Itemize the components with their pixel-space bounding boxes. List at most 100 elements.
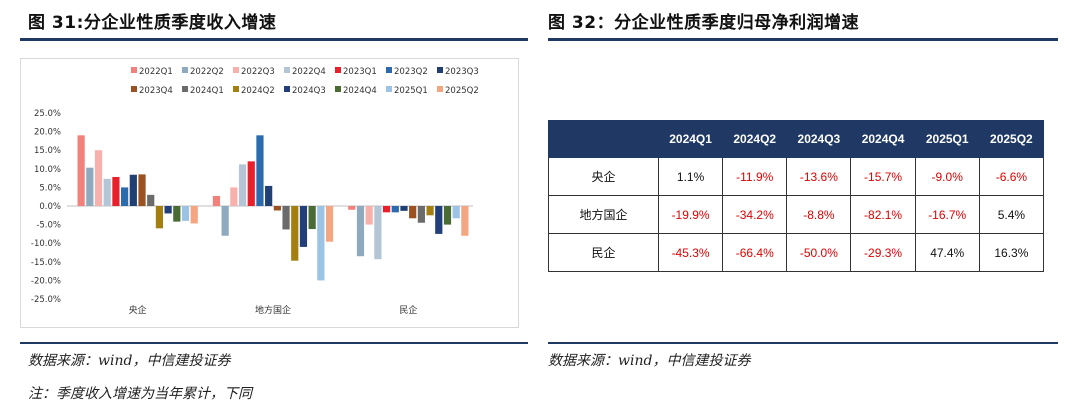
legend-label: 2023Q4 (139, 86, 173, 96)
table-corner (548, 120, 659, 158)
bar (221, 206, 229, 236)
legend-swatch (131, 86, 137, 92)
row-header: 民企 (548, 233, 659, 272)
bar (291, 206, 299, 261)
legend-swatch (182, 67, 188, 73)
bar (273, 206, 281, 211)
title-rule (20, 38, 528, 41)
legend-label: 2024Q1 (190, 86, 224, 96)
bar (356, 206, 365, 257)
table-cell: -50.0% (786, 233, 852, 272)
table-cell: -29.3% (850, 233, 916, 272)
bar (282, 206, 290, 230)
legend-label: 2024Q3 (292, 86, 326, 96)
y-tick-label: 10.0% (34, 165, 61, 175)
table-cell: -13.6% (786, 157, 852, 196)
bar (443, 206, 452, 225)
legend-swatch (437, 86, 443, 92)
y-tick-label: 20.0% (34, 128, 61, 138)
bar (86, 167, 94, 206)
bar (256, 135, 264, 206)
bar (325, 206, 334, 242)
legend-label: 2022Q3 (241, 67, 275, 77)
legend-label: 2024Q2 (241, 86, 275, 96)
legend-swatch (284, 67, 290, 73)
table-cell: -9.0% (914, 157, 980, 196)
bar (382, 206, 391, 213)
bar (173, 206, 181, 222)
bar (181, 206, 190, 221)
bar (348, 206, 356, 210)
table-header-row: 2024Q1 2024Q2 2024Q3 2024Q4 2025Q1 2025Q… (548, 120, 1045, 158)
y-tick-label: 0.0% (39, 202, 61, 212)
profit-growth-table: 2024Q1 2024Q2 2024Q3 2024Q4 2025Q1 2025Q… (548, 120, 1045, 272)
legend-label: 2022Q1 (139, 67, 173, 77)
bar (308, 206, 316, 230)
table-cell: 1.1% (657, 157, 724, 196)
chart-title: 图 31:分企业性质季度收入增速 (28, 13, 277, 33)
table-title: 图 32：分企业性质季度归母净利润增速 (548, 13, 860, 33)
legend-label: 2025Q1 (394, 86, 428, 96)
legend-swatch (284, 86, 290, 92)
col-header: 2025Q1 (914, 120, 980, 158)
y-tick-label: 25.0% (34, 109, 61, 119)
y-tick-label: -5.0% (36, 221, 61, 231)
x-tick-label: 民企 (399, 304, 417, 316)
table-cell: -15.7% (850, 157, 916, 196)
col-header: 2025Q2 (978, 120, 1045, 158)
table-cell: -45.3% (657, 233, 724, 272)
bar (417, 206, 425, 223)
table-cell: 5.4% (978, 195, 1045, 234)
bar (103, 178, 111, 206)
bar (238, 164, 247, 206)
bar (147, 194, 155, 206)
bar (299, 206, 308, 247)
legend-swatch (131, 67, 137, 73)
legend-label: 2022Q4 (292, 67, 326, 77)
right-panel: 图 32：分企业性质季度归母净利润增速 2024Q1 2024Q2 2024Q3… (548, 0, 1080, 411)
table-cell: -16.7% (914, 195, 980, 234)
left-panel: 图 31:分企业性质季度收入增速 2022Q1 2022Q2 2022Q3 2022Q… (0, 0, 528, 411)
legend-label: 2023Q3 (445, 67, 479, 77)
legend-label: 2022Q2 (190, 67, 224, 77)
table-cell: -19.9% (657, 195, 724, 234)
col-header: 2024Q3 (786, 120, 852, 158)
chart-frame: 2022Q1 2022Q2 2022Q3 2022Q4 2023Q1 2023Q2 2023… (20, 58, 519, 328)
y-tick-label: -20.0% (31, 276, 61, 286)
bar (435, 206, 443, 234)
y-tick-label: 5.0% (39, 183, 61, 193)
table-row: 地方国企 -19.9% -34.2% -8.8% -82.1% -16.7% 5… (548, 195, 1045, 234)
table-cell: -82.1% (850, 195, 916, 234)
bar (391, 206, 399, 213)
title-rule (548, 38, 1058, 41)
y-tick-label: 15.0% (34, 146, 61, 156)
table-row: 央企 1.1% -11.9% -13.6% -15.7% -9.0% -6.6% (548, 157, 1045, 196)
bar (247, 161, 255, 206)
legend-swatch (386, 67, 392, 73)
bar (212, 195, 221, 206)
bar (452, 206, 460, 219)
bar (365, 206, 373, 225)
legend-swatch (233, 67, 239, 73)
bar (121, 187, 129, 206)
table-cell: 16.3% (978, 233, 1045, 272)
chart-source: 数据来源：wind，中信建投证券 (28, 353, 231, 369)
bar (317, 206, 325, 281)
legend-swatch (386, 86, 392, 92)
legend-label: 2023Q2 (394, 67, 428, 77)
bar (409, 206, 417, 219)
legend-swatch (335, 67, 341, 73)
bar (400, 206, 408, 211)
table-row: 民企 -45.3% -66.4% -50.0% -29.3% 47.4% 16.… (548, 233, 1045, 272)
bar (190, 206, 198, 224)
table-cell: -66.4% (722, 233, 788, 272)
legend-swatch (182, 86, 188, 92)
bar (461, 206, 469, 236)
footer-rule (548, 342, 1058, 344)
footer-rule (20, 342, 528, 344)
y-tick-label: -15.0% (31, 258, 61, 268)
legend-label: 2025Q2 (445, 86, 479, 96)
bar (112, 176, 120, 206)
table-cell: -11.9% (722, 157, 788, 196)
col-header: 2024Q1 (657, 120, 724, 158)
